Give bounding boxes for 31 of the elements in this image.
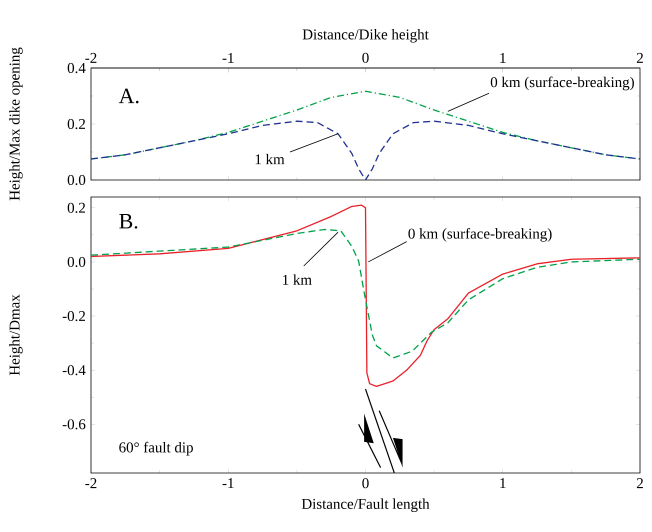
- x2-tick-label: 1: [500, 52, 506, 63]
- series-label: 1 km: [256, 154, 284, 164]
- annotation: B.: [119, 214, 138, 229]
- x2-tick-label: 0: [362, 52, 369, 63]
- x-tick-label: -2: [85, 478, 96, 488]
- y-tick-label: 0.4: [68, 62, 86, 74]
- x2-tick-label: -1: [222, 52, 234, 63]
- y-tick-label: 0.2: [68, 118, 85, 130]
- line-series: [91, 204, 640, 388]
- x-axis-title: Distance/Fault length: [302, 498, 430, 512]
- line-series: [91, 228, 640, 359]
- annotation: A.: [118, 88, 139, 104]
- y-tick-label: -0.6: [62, 419, 86, 430]
- x2-tick-label: 2: [636, 52, 643, 63]
- x-tick-label: 1: [500, 478, 506, 488]
- y-tick-label: 0.0: [68, 256, 86, 268]
- x2-tick-label: -2: [85, 52, 96, 63]
- x-tick-label: 0: [362, 478, 369, 488]
- y-tick-label: -0.2: [62, 310, 85, 322]
- y-axis-title: Height/Dmax: [9, 294, 23, 376]
- x-tick-label: 2: [636, 478, 643, 488]
- y-axis-title: Height/Max dike opening: [9, 48, 23, 200]
- annotation: 60° fault dip: [119, 442, 193, 456]
- y-tick-label: -0.4: [62, 365, 86, 376]
- y-tick-label: 0.0: [68, 174, 86, 186]
- text: 1 km: [283, 274, 312, 285]
- x-tick-label: -1: [222, 478, 234, 488]
- series-label: 0 km (surface-breaking): [408, 228, 552, 242]
- x2-axis-title: Distance/Dike height: [302, 28, 429, 43]
- text: 0 km (surface-breaking): [490, 76, 634, 90]
- y-tick-label: 0.2: [68, 202, 85, 213]
